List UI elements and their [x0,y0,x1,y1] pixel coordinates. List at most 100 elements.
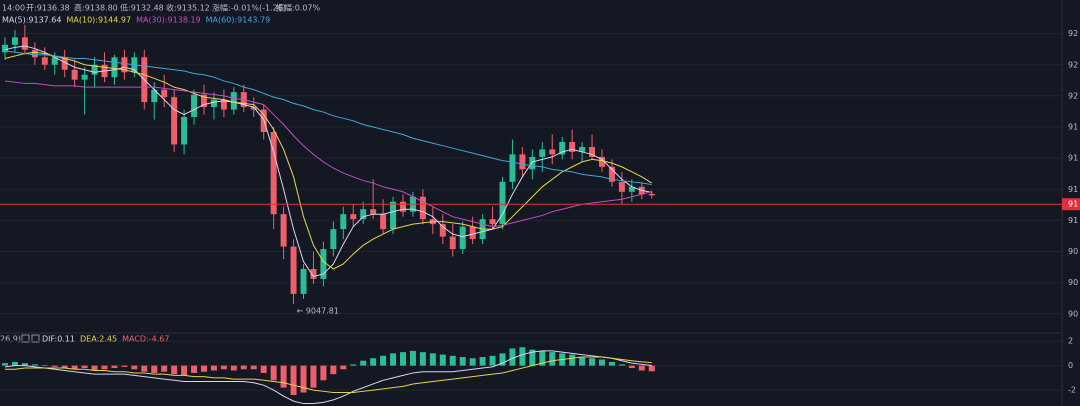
macd-bar [141,365,148,372]
candle-body [459,226,466,250]
candle-body [579,146,586,152]
y-tick-label: 2 [1068,337,1073,346]
candle-body [449,236,456,250]
macd-bar [31,364,38,366]
candle-body [628,186,635,192]
candle-body [599,156,605,167]
macd-bar [181,365,188,376]
macd-line [4,350,652,405]
y-tick-label: 91 [1068,216,1078,225]
macd-bar [191,365,198,373]
candle-body [489,219,496,225]
candle-body [380,214,387,230]
macd-bar [111,365,118,369]
candle-body [589,146,596,157]
macd-bar [638,365,645,371]
macd-bar [380,355,387,366]
candle-body [360,209,367,220]
legend-entry: MA(60):9143.79 [206,16,271,25]
macd-bar [628,365,635,369]
candle-body [121,57,128,73]
macd-bar [61,365,68,369]
candle-body [220,99,227,110]
candle-body [91,64,98,75]
y-tick-label: 92 [1068,60,1078,69]
candle-body [51,57,58,65]
candle-body [400,201,406,212]
candle-body [569,141,576,152]
macd-bar [419,352,426,366]
price-label: 91 [1068,200,1078,209]
candle-body [81,74,88,80]
candle-body [181,117,188,145]
candle-body [370,209,377,215]
low-annotation: ← 9047.81 [297,307,339,316]
y-tick-label: 92 [1068,91,1078,100]
candle-body [270,132,277,215]
macd-bar [569,354,576,366]
legend-entry: MA(10):9144.97 [66,16,131,25]
macd-bar [579,357,586,366]
macd-bar [41,364,48,366]
macd-bar [469,358,476,366]
ma-line [4,45,652,278]
macd-bar [429,353,436,366]
close-icon[interactable] [31,334,40,343]
candle-body [61,57,68,70]
macd-bar [51,365,58,367]
macd-bar [618,364,625,366]
macd-bar [509,348,516,366]
macd-bar [280,365,287,388]
legend-entry: DIF:0.11 [42,335,75,344]
candle-body [509,154,516,182]
macd-bar [409,350,416,366]
header-amplitude: 振幅:0.07% [276,3,321,13]
macd-bar [340,365,347,370]
candle-body [71,69,78,80]
candle-body [439,224,446,237]
header-change: 涨幅:-0.01%(-1.26) [212,3,286,13]
header-low: 低:9132.48 [120,3,164,13]
candle-body [419,196,426,220]
macd-bar [400,352,406,366]
settings-icon[interactable] [21,334,30,343]
candle-body [41,57,48,65]
candle-body [191,94,198,118]
legend-entry: MACD:-4.67 [122,335,169,344]
macd-bar [151,365,158,373]
macd-bar [648,365,655,372]
header-time: 14:00 [2,4,25,13]
y-tick-label: 0 [1068,361,1073,370]
macd-bar [459,357,466,366]
macd-bar [608,361,615,366]
candle-body [549,149,556,155]
header-high: 高:9138.80 [74,3,118,13]
y-tick-label: 90 [1068,309,1078,318]
macd-bar [519,347,526,366]
macd-bar [21,363,28,366]
legend-entry: MA(30):9138.19 [136,16,201,25]
candle-body [290,246,297,294]
macd-bar [2,363,8,366]
y-tick-label: 90 [1068,278,1078,287]
macd-bar [250,365,257,370]
macd-bar [131,365,138,370]
macd-bar [300,365,307,393]
macd-bar [81,365,88,369]
candle-body [111,57,118,78]
candle-body [2,44,8,53]
candle-body [330,229,337,250]
macd-bar [320,365,327,381]
macd-bar [350,364,357,366]
macd-bar [71,365,78,370]
macd-bar [121,365,128,367]
macd-bar [499,353,506,366]
macd-bar [439,354,446,366]
legend-entry: MA(5):9137.64 [2,16,61,25]
y-tick-label: 90 [1068,247,1078,256]
macd-bar [370,358,377,366]
macd-line [5,356,652,394]
candle-body [300,268,307,294]
